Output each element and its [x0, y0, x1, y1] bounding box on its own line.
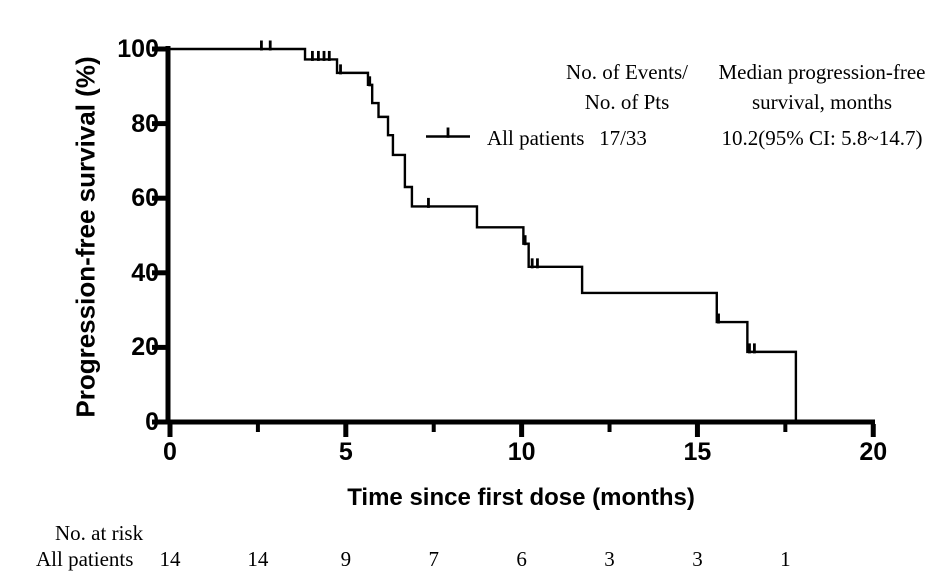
x-tick-label: 10: [507, 438, 536, 466]
at-risk-value: 3: [692, 547, 703, 571]
legend-median-value: 10.2(95% CI: 5.8~14.7): [721, 126, 923, 150]
at-risk-value: 14: [247, 547, 269, 571]
x-tick-label: 15: [683, 438, 712, 466]
at-risk-value: 6: [516, 547, 527, 571]
y-tick-label: 40: [131, 258, 159, 287]
y-axis-title: Progression-free survival (%): [70, 56, 101, 418]
at-risk-value: 9: [340, 547, 352, 571]
km-survival-curve: [170, 47, 798, 422]
y-tick-label: 100: [117, 35, 159, 63]
events-column-header: No. of Events/ No. of Pts: [566, 57, 688, 117]
events-header-line2: No. of Pts: [584, 90, 670, 114]
legend-events-value: 17/33: [599, 126, 647, 150]
median-header-line1: Median progression-free: [718, 60, 926, 84]
at-risk-value: 7: [428, 547, 439, 571]
y-tick-label: 0: [145, 408, 159, 436]
at-risk-value: 3: [604, 547, 615, 571]
y-tick-label: 80: [131, 109, 159, 138]
at-risk-heading: No. at risk: [55, 521, 144, 545]
x-tick-label: 5: [338, 438, 353, 466]
at-risk-value: 14: [159, 547, 181, 571]
legend-series-label: All patients: [487, 126, 585, 150]
at-risk-row-label: All patients: [36, 547, 134, 571]
x-tick-label: 0: [163, 438, 177, 466]
at-risk-value: 1: [780, 547, 791, 571]
y-tick-label: 20: [131, 333, 159, 362]
x-axis-title: Time since first dose (months): [347, 484, 695, 511]
events-header-line1: No. of Events/: [566, 60, 688, 84]
y-tick-label: 60: [131, 184, 159, 213]
median-header-line2: survival, months: [751, 90, 892, 114]
median-column-header: Median progression-free survival, months: [718, 57, 925, 117]
x-tick-label: 20: [859, 438, 888, 466]
